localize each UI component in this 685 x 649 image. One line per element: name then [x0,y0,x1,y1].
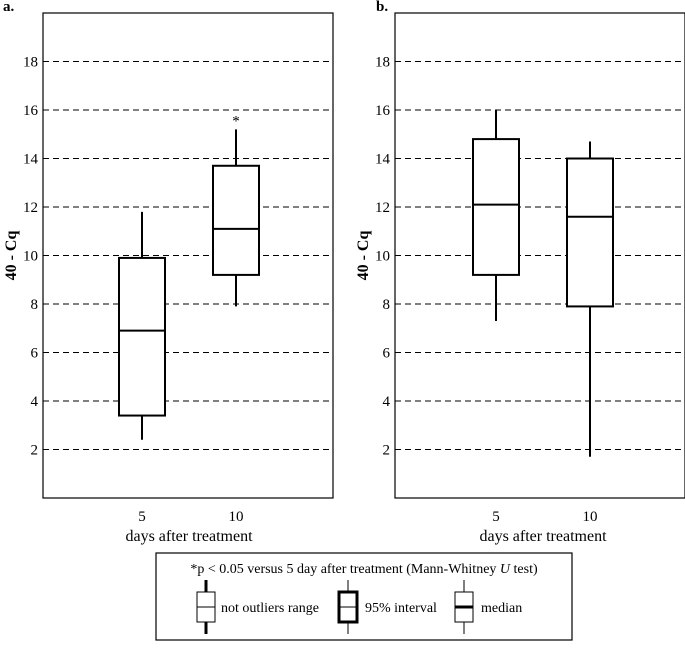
y-tick-label: 16 [23,103,39,119]
x-tick-label: 5 [138,509,146,525]
y-tick-label: 10 [375,249,390,265]
legend-item-95-interval: 95% interval [365,601,437,616]
legend-item-not-outliers: not outliers range [221,601,319,616]
plot-frame [394,12,685,499]
panel-label: a. [3,0,15,15]
legend-item-median: median [481,601,522,616]
y-tick-label: 14 [375,152,391,168]
iqr-box [472,138,520,276]
legend-frame [155,552,573,641]
y-tick-label: 6 [31,346,39,362]
box-10-days: * [212,113,260,307]
x-tick-label: 10 [229,509,244,525]
y-tick-label: 10 [23,249,38,265]
iqr-box [566,157,614,308]
significance-annotation: * [232,113,240,129]
legend-note: *p < 0.05 versus 5 day after treatment (… [190,562,538,577]
y-tick-label: 6 [383,346,391,362]
y-tick-label: 14 [23,152,39,168]
y-tick-label: 4 [383,394,391,410]
y-axis-label: 40 - Cq [355,231,372,281]
iqr-box [118,256,166,417]
box-5-days [118,211,166,440]
panel-b: b. 2 4 6 8 10 12 14 16 18 40 - Cq 5 10 days after tre… [355,0,685,545]
legend-symbol-95-interval [337,580,359,634]
y-tick-label: 18 [23,55,38,71]
y-tick-label: 16 [375,103,391,119]
panel-label: b. [376,0,388,15]
y-tick-label: 2 [31,443,39,459]
x-tick-label: 5 [492,509,500,525]
box-5-days [472,110,520,321]
plot-frame [42,12,334,499]
legend-symbol-not-outliers [196,580,216,634]
legend: *p < 0.05 versus 5 day after treatment (… [155,552,573,641]
legend-symbol-median [454,580,474,634]
y-tick-label: 8 [383,297,391,313]
box-10-days [566,141,614,457]
x-axis-label: days after treatment [479,528,607,545]
y-tick-label: 12 [23,200,38,216]
panels-layer: a. 2 4 6 8 10 12 14 16 18 40 - Cq 5 * 10 days after tr… [3,0,685,545]
y-tick-label: 18 [375,55,390,71]
y-tick-label: 2 [383,443,391,459]
y-axis-label: 40 - Cq [3,231,20,281]
x-tick-label: 10 [583,509,598,525]
y-tick-label: 12 [375,200,390,216]
panel-a: a. 2 4 6 8 10 12 14 16 18 40 - Cq 5 * 10 days after tr… [3,0,334,545]
x-axis-label: days after treatment [125,528,253,545]
y-tick-label: 8 [31,297,39,313]
y-tick-label: 4 [31,394,39,410]
iqr-box [212,164,260,276]
